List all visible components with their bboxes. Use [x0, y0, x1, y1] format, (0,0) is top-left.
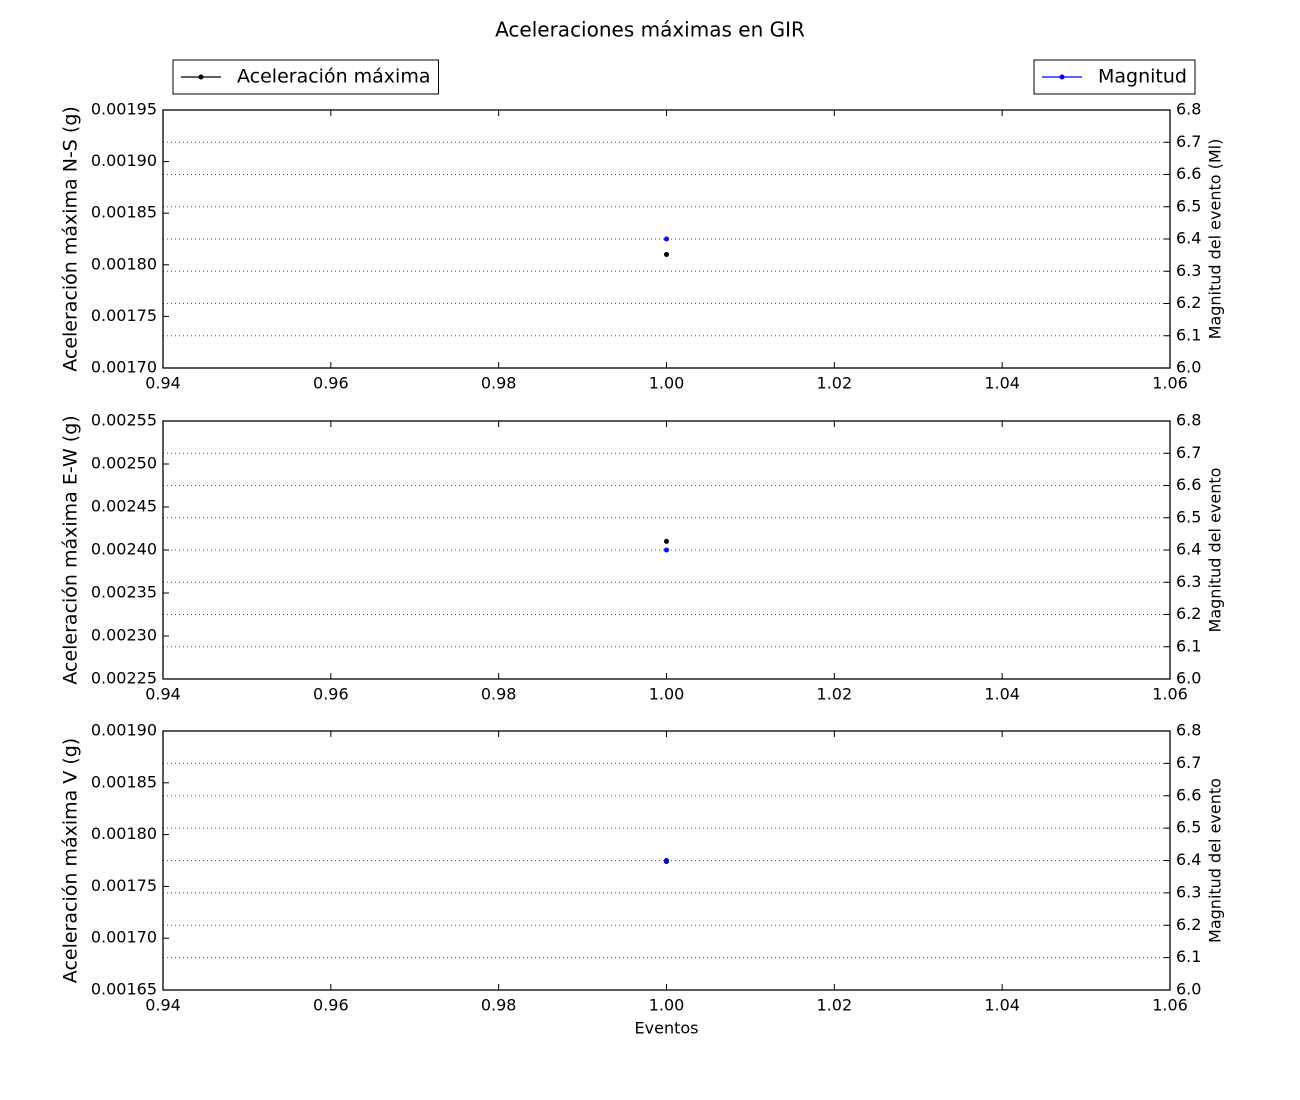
y2-tick-label: 6.7 — [1176, 753, 1201, 772]
y2-tick-label: 6.4 — [1176, 850, 1201, 869]
y-tick-label: 0.00185 — [91, 772, 157, 791]
data-point — [664, 236, 669, 242]
x-tick-label: 1.04 — [984, 996, 1020, 1015]
y2-tick-label: 6.1 — [1176, 636, 1201, 655]
legend-label: Magnitud — [1098, 66, 1187, 88]
y2-tick-label: 6.2 — [1176, 604, 1201, 623]
y2-tick-label: 6.7 — [1176, 132, 1201, 151]
y2-tick-label: 6.8 — [1176, 721, 1201, 740]
x-tick-label: 0.98 — [481, 685, 517, 704]
figure-title: Aceleraciones máximas en GIR — [495, 18, 805, 42]
x-tick-label: 1.02 — [817, 996, 853, 1015]
y-axis-label: Aceleración máxima E-W (g) — [60, 415, 82, 684]
x-tick-label: 1.06 — [1152, 996, 1188, 1015]
y2-tick-label: 6.3 — [1176, 882, 1201, 901]
y2-tick-label: 6.6 — [1176, 164, 1201, 183]
data-point — [664, 858, 669, 863]
y-tick-label: 0.00185 — [91, 203, 157, 222]
y-tick-label: 0.00170 — [91, 358, 157, 377]
data-point — [664, 538, 669, 544]
y2-tick-label: 6.5 — [1176, 507, 1201, 526]
y2-tick-label: 6.0 — [1176, 669, 1201, 688]
y2-tick-label: 6.5 — [1176, 196, 1201, 215]
y-tick-label: 0.00235 — [91, 583, 157, 602]
data-point — [664, 547, 669, 553]
y-tick-label: 0.00225 — [91, 669, 157, 688]
y2-axis-label: Magnitud del evento — [1206, 778, 1225, 943]
x-tick-label: 0.94 — [145, 685, 181, 704]
legend-box — [1033, 59, 1196, 95]
x-tick-label: 1.00 — [649, 996, 685, 1015]
y-tick-label: 0.00255 — [91, 411, 157, 430]
y2-tick-label: 6.8 — [1176, 100, 1201, 119]
y2-tick-label: 6.2 — [1176, 293, 1201, 312]
x-tick-label: 1.02 — [817, 374, 853, 393]
y-tick-label: 0.00180 — [91, 254, 157, 273]
y-tick-label: 0.00250 — [91, 454, 157, 473]
legend-label: Aceleración máxima — [237, 66, 430, 88]
y2-tick-label: 6.6 — [1176, 785, 1201, 804]
y2-tick-label: 6.4 — [1176, 229, 1201, 248]
x-tick-label: 1.04 — [984, 374, 1020, 393]
x-tick-label: 0.98 — [481, 996, 517, 1015]
x-axis-label: Eventos — [635, 1019, 699, 1038]
x-tick-label: 0.96 — [313, 374, 349, 393]
y2-axis-label: Magnitud del evento (Ml) — [1206, 139, 1225, 340]
y-tick-label: 0.00195 — [91, 100, 157, 119]
y-axis-label: Aceleración máxima V (g) — [60, 738, 82, 983]
y-tick-label: 0.00165 — [91, 980, 157, 999]
y-tick-label: 0.00230 — [91, 626, 157, 645]
y-tick-label: 0.00245 — [91, 497, 157, 516]
y2-tick-label: 6.0 — [1176, 358, 1201, 377]
y-tick-label: 0.00190 — [91, 151, 157, 170]
x-tick-label: 1.00 — [649, 685, 685, 704]
legend-marker — [198, 74, 204, 80]
y-axis-label: Aceleración máxima N-S (g) — [60, 106, 82, 372]
data-point — [664, 251, 669, 257]
y2-tick-label: 6.8 — [1176, 411, 1201, 430]
x-tick-label: 0.96 — [313, 996, 349, 1015]
x-tick-label: 1.04 — [984, 685, 1020, 704]
x-tick-label: 1.06 — [1152, 374, 1188, 393]
y2-tick-label: 6.4 — [1176, 540, 1201, 559]
y2-tick-label: 6.0 — [1176, 980, 1201, 999]
y-tick-label: 0.00180 — [91, 824, 157, 843]
x-tick-label: 1.00 — [649, 374, 685, 393]
x-tick-label: 0.98 — [481, 374, 517, 393]
x-tick-label: 1.06 — [1152, 685, 1188, 704]
y2-tick-label: 6.1 — [1176, 325, 1201, 344]
x-tick-label: 0.94 — [145, 374, 181, 393]
y2-tick-label: 6.3 — [1176, 572, 1201, 591]
y2-tick-label: 6.7 — [1176, 443, 1201, 462]
x-tick-label: 0.94 — [145, 996, 181, 1015]
y-tick-label: 0.00175 — [91, 876, 157, 895]
y-tick-label: 0.00240 — [91, 540, 157, 559]
y-tick-label: 0.00175 — [91, 306, 157, 325]
y2-axis-label: Magnitud del evento — [1206, 468, 1225, 633]
legend-marker — [1059, 74, 1065, 80]
y-tick-label: 0.00190 — [91, 721, 157, 740]
x-tick-label: 1.02 — [817, 685, 853, 704]
y2-tick-label: 6.3 — [1176, 261, 1201, 280]
y2-tick-label: 6.2 — [1176, 915, 1201, 934]
y2-tick-label: 6.1 — [1176, 947, 1201, 966]
y2-tick-label: 6.5 — [1176, 818, 1201, 837]
x-tick-label: 0.96 — [313, 685, 349, 704]
y-tick-label: 0.00170 — [91, 928, 157, 947]
y2-tick-label: 6.6 — [1176, 475, 1201, 494]
